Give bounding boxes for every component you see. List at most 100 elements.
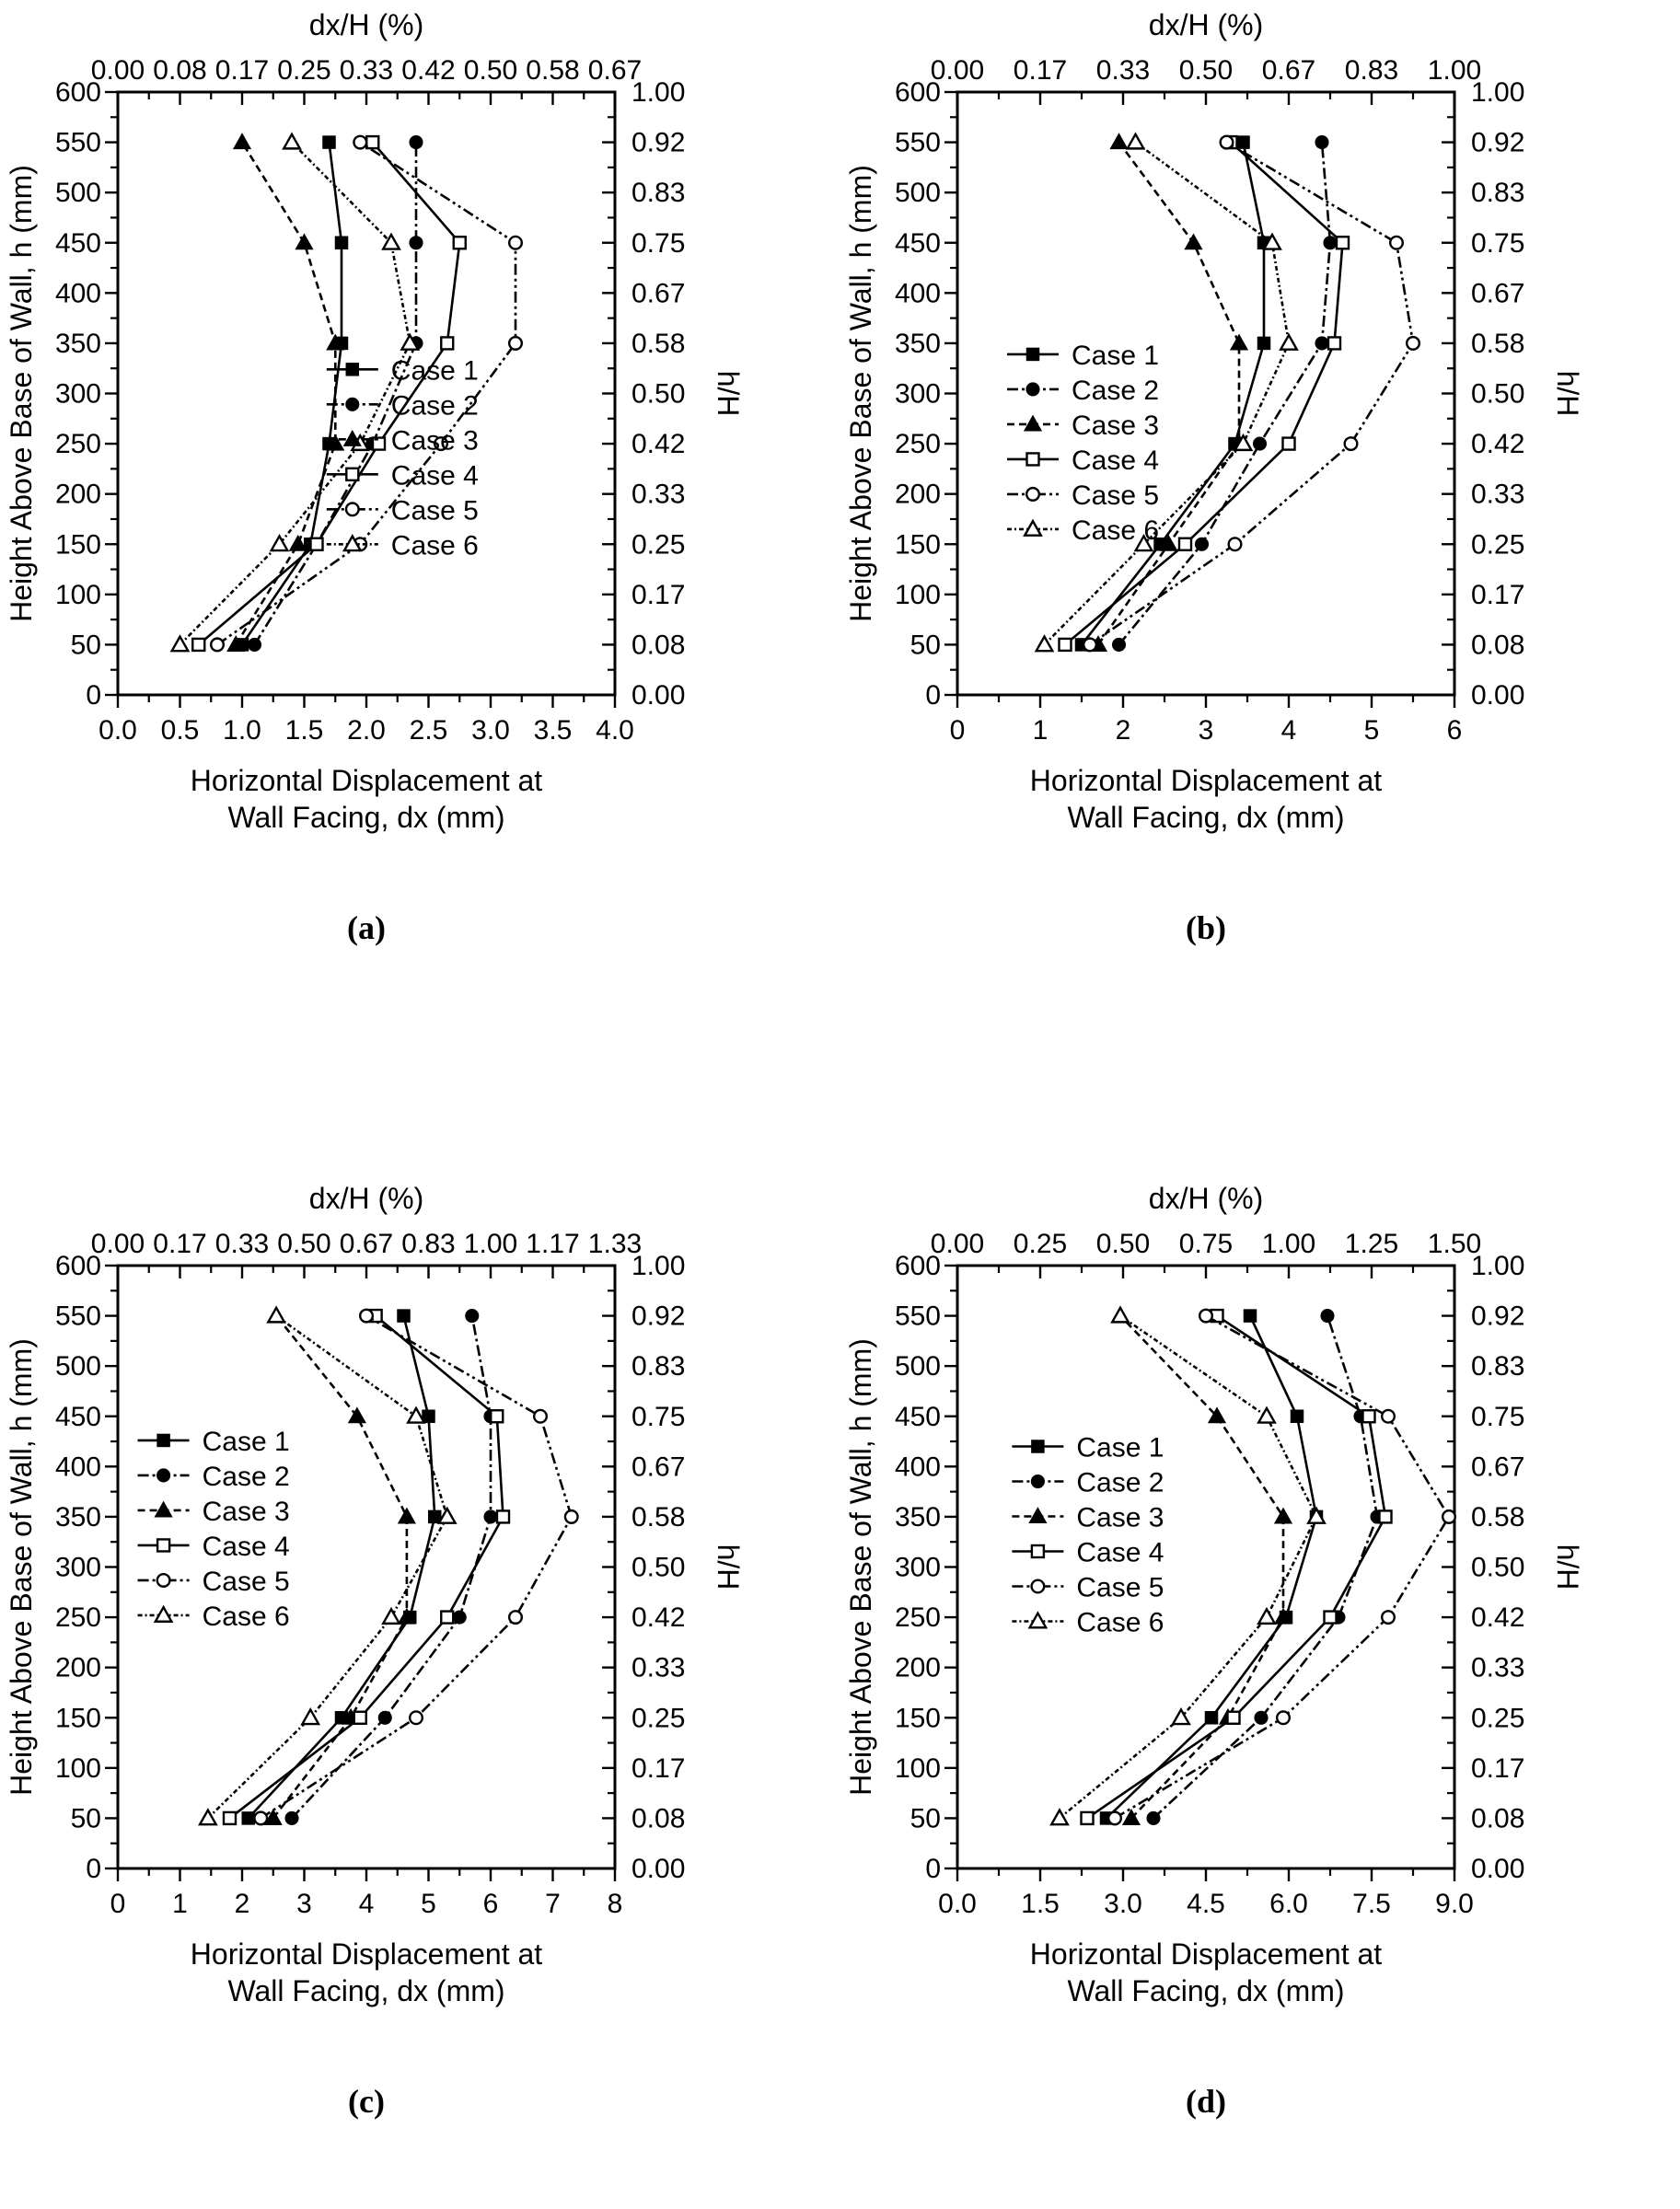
y-axis-tick-label: 300 <box>55 1553 101 1583</box>
filled-square-marker <box>241 1811 255 1825</box>
right-axis-title: h/H <box>712 1544 745 1590</box>
y-axis-tick-label: 200 <box>55 480 101 510</box>
open-square-marker <box>309 537 324 551</box>
right-axis-tick-label: 0.17 <box>631 580 685 610</box>
right-axis-tick-label: 0.92 <box>631 1301 685 1332</box>
open-square-marker <box>191 637 206 653</box>
filled-triangle-marker <box>397 1607 416 1625</box>
legend-label: Case 3 <box>203 1497 290 1527</box>
legend-label: Case 6 <box>1072 515 1159 546</box>
y-axis-tick-label: 450 <box>895 1402 941 1432</box>
y-axis-tick-label: 150 <box>895 1703 941 1733</box>
open-circle-marker <box>156 1572 171 1588</box>
legend-label: Case 3 <box>391 425 479 456</box>
series-line-case-2 <box>291 1315 492 1820</box>
open-circle-marker <box>409 1710 424 1726</box>
top-axis-tick-label: 0.42 <box>401 55 455 86</box>
open-circle-marker <box>508 1610 524 1625</box>
x-axis-tick-label: 9.0 <box>1435 1889 1474 1919</box>
filled-square-marker <box>1204 1711 1219 1725</box>
series-line-case-1 <box>247 1315 436 1820</box>
right-axis-tick-label: 0.50 <box>1471 379 1524 410</box>
top-axis-tick-label: 0.33 <box>215 1229 269 1259</box>
right-axis-tick-label: 0.75 <box>1471 228 1524 259</box>
top-axis-tick-label: 1.00 <box>1262 1229 1315 1259</box>
x-axis-tick-label: 3.0 <box>471 715 510 746</box>
y-axis-tick-label: 550 <box>55 1301 101 1332</box>
open-square-marker <box>490 1409 504 1424</box>
open-square-marker <box>1058 637 1072 653</box>
open-triangle-marker <box>436 1506 458 1524</box>
open-circle-marker <box>209 637 225 653</box>
open-square-marker <box>495 1509 511 1524</box>
top-axis-tick-label: 0.50 <box>464 55 517 86</box>
open-square-marker <box>1281 436 1296 451</box>
panel-a-chart: dx/H (%) 0.0 0.5 1.0 1.5 2.0 2.5 3.0 3.5 4.0 0.00 0… <box>0 0 840 1104</box>
x-axis-tick-label: 0.0 <box>938 1889 977 1919</box>
panel-c-svg: dx/H (%) 0 1 2 3 4 5 6 7 8 0.00 0.17 0.33 0.50 0.67 0.8… <box>5 1182 745 2120</box>
series-line-case-3 <box>235 141 337 646</box>
legend-label: Case 5 <box>391 495 479 526</box>
series-line-case-3 <box>1096 141 1241 646</box>
right-axis-tick-label: 0.08 <box>631 630 685 660</box>
x-axis-tick-label: 1 <box>172 1889 188 1919</box>
panel-a-svg: dx/H (%) 0.0 0.5 1.0 1.5 2.0 2.5 3.0 3.5 4.0 0.00 0… <box>5 8 745 946</box>
y-axis-tick-label: 550 <box>895 128 941 158</box>
y-axis-title: Height Above Base of Wall, h (mm) <box>844 1338 877 1796</box>
y-axis-tick-label: 400 <box>895 278 941 308</box>
open-triangle-marker <box>1257 1405 1277 1424</box>
top-axis-tick-label: 0.25 <box>277 55 330 86</box>
open-square-marker <box>440 336 455 351</box>
open-square-marker <box>1025 452 1040 467</box>
right-axis-title: h/H <box>1551 371 1584 417</box>
x-axis-tick-label: 3.0 <box>1104 1889 1142 1919</box>
right-axis-tick-label: 0.83 <box>1471 178 1524 208</box>
top-axis-title: dx/H (%) <box>309 8 423 41</box>
filled-circle-marker <box>1146 1810 1161 1825</box>
legend-label: Case 5 <box>1076 1573 1164 1603</box>
top-axis-tick-label: 0.00 <box>91 1229 145 1259</box>
top-axis-tick-label: 0.33 <box>340 55 393 86</box>
right-axis-tick-label: 0.42 <box>631 1602 685 1633</box>
right-axis-tick-label: 0.92 <box>1471 128 1524 158</box>
right-axis-tick-label: 0.75 <box>631 228 685 259</box>
open-square-marker <box>452 236 467 250</box>
top-axis-tick-label: 0.33 <box>1096 55 1150 86</box>
filled-square-marker <box>156 1433 170 1448</box>
top-axis-tick-label: 0.00 <box>931 1229 984 1259</box>
open-circle-marker <box>1343 436 1359 452</box>
y-axis-tick-label: 250 <box>55 1602 101 1633</box>
right-axis-tick-label: 0.42 <box>1471 1602 1524 1633</box>
x-axis-tick-label: 3.5 <box>534 715 573 746</box>
y-axis-tick-label: 500 <box>895 1351 941 1382</box>
top-axis-tick-label: 0.17 <box>1014 55 1067 86</box>
panel-letter: (d) <box>1186 2083 1226 2120</box>
open-triangle-marker <box>400 332 421 351</box>
filled-circle-marker <box>1254 1710 1269 1725</box>
legend-label: Case 4 <box>203 1532 290 1562</box>
filled-circle-marker <box>1323 236 1338 250</box>
open-square-marker <box>1226 1710 1241 1725</box>
right-axis-title: h/H <box>1551 1544 1584 1590</box>
y-axis-tick-label: 0 <box>925 680 941 711</box>
legend-label: Case 3 <box>1076 1503 1164 1533</box>
right-axis-tick-label: 0.17 <box>631 1753 685 1784</box>
filled-square-marker <box>1031 1440 1045 1453</box>
series-line-case-5 <box>260 1314 574 1820</box>
y-axis-tick-label: 400 <box>895 1451 941 1482</box>
filled-square-marker <box>1025 347 1040 362</box>
right-axis-tick-label: 0.75 <box>631 1402 685 1432</box>
open-circle-marker <box>434 436 449 452</box>
top-axis-tick-label: 1.00 <box>1428 55 1481 86</box>
right-axis-tick-label: 0.83 <box>631 178 685 208</box>
x-axis-tick-label: 2 <box>1116 715 1131 746</box>
open-triangle-marker <box>1257 1606 1277 1625</box>
open-circle-marker <box>359 1308 375 1324</box>
open-triangle-marker <box>1023 518 1043 537</box>
y-axis-tick-label: 200 <box>55 1653 101 1683</box>
filled-circle-marker <box>156 1468 171 1483</box>
open-circle-marker <box>1389 235 1405 250</box>
legend-label: Case 2 <box>1076 1468 1164 1498</box>
legend-label: Case 1 <box>391 355 479 386</box>
